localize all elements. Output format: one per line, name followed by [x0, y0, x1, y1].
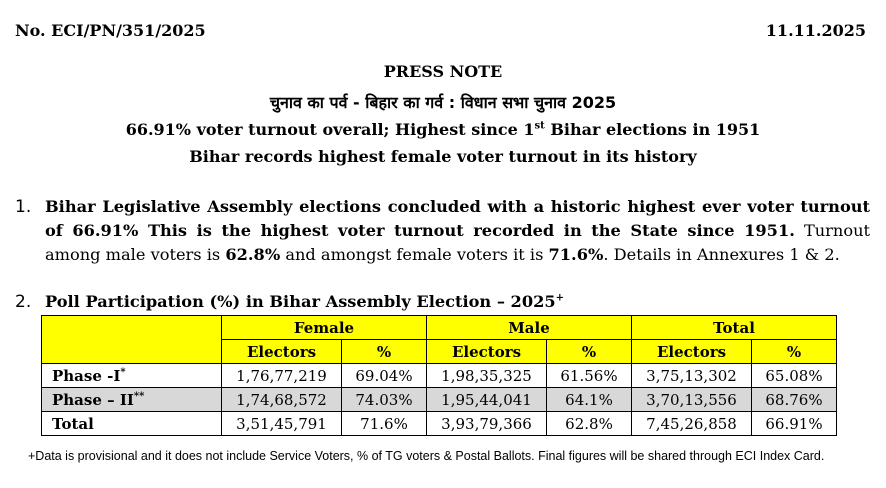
- footnote: +Data is provisional and it does not inc…: [28, 449, 825, 463]
- electors-subheader: Electors: [426, 339, 547, 364]
- poll-participation-table: Female Male Total Electors % Electors % …: [41, 315, 837, 436]
- headline-ordinal: st: [534, 120, 545, 132]
- item1-text-2: and amongst female voters it is: [280, 245, 549, 264]
- table-cell: 7,45,26,858: [631, 411, 752, 436]
- list-item-1: 1. Bihar Legislative Assembly elections …: [15, 195, 870, 267]
- table-corner-cell: [41, 315, 222, 364]
- female-turnout: 71.6%: [548, 245, 604, 264]
- table-cell: 1,74,68,572: [221, 387, 342, 412]
- table-cell: 3,93,79,366: [426, 411, 547, 436]
- table-heading-text: Poll Participation (%) in Bihar Assembly…: [45, 292, 556, 311]
- table-cell: 68.76%: [751, 387, 837, 412]
- male-header: Male: [426, 315, 632, 340]
- row-label-marker: *: [120, 366, 126, 378]
- total-header: Total: [631, 315, 837, 340]
- hindi-subtitle: चुनाव का पर्व - बिहार का गर्व : विधान सभ…: [269, 93, 617, 112]
- row-label-text: Total: [52, 414, 94, 433]
- table-cell: 66.91%: [751, 411, 837, 436]
- table-row: Total 3,51,45,791 71.6% 3,93,79,366 62.8…: [41, 411, 837, 436]
- table-cell: 3,51,45,791: [221, 411, 342, 436]
- table-cell: 1,98,35,325: [426, 363, 547, 388]
- headline-turnout-tail: Bihar elections in 1951: [544, 120, 761, 139]
- page-title: PRESS NOTE: [383, 62, 503, 81]
- row-label: Phase -I*: [41, 363, 222, 388]
- list-item-2: 2. Poll Participation (%) in Bihar Assem…: [15, 290, 870, 314]
- table-heading-marker: +: [555, 292, 564, 304]
- percent-subheader: %: [546, 339, 632, 364]
- table-cell: 3,70,13,556: [631, 387, 752, 412]
- table-cell: 61.56%: [546, 363, 632, 388]
- press-note-number: No. ECI/PN/351/2025: [15, 21, 206, 40]
- item1-bold-text: Bihar Legislative Assembly elections con…: [45, 197, 870, 240]
- table-cell: 3,75,13,302: [631, 363, 752, 388]
- male-turnout: 62.8%: [225, 245, 281, 264]
- row-label-text: Phase – II: [52, 390, 134, 409]
- table-cell: 1,76,77,219: [221, 363, 342, 388]
- table-cell: 65.08%: [751, 363, 837, 388]
- headline-turnout: 66.91% voter turnout overall; Highest si…: [0, 120, 886, 139]
- row-label-text: Phase -I: [52, 366, 121, 385]
- list-item-number: 2.: [15, 292, 32, 312]
- row-label-marker: **: [133, 390, 145, 402]
- item1-text-1: Turnout among male voters is: [45, 221, 871, 264]
- table-heading: Poll Participation (%) in Bihar Assembly…: [45, 290, 870, 314]
- electors-subheader: Electors: [631, 339, 752, 364]
- table-cell: 69.04%: [341, 363, 427, 388]
- list-item-text: Bihar Legislative Assembly elections con…: [45, 195, 870, 267]
- percent-subheader: %: [341, 339, 427, 364]
- table-row: Phase – II** 1,74,68,572 74.03% 1,95,44,…: [41, 387, 837, 412]
- press-note-date: 11.11.2025: [765, 21, 866, 40]
- table-cell: 71.6%: [341, 411, 427, 436]
- electors-subheader: Electors: [221, 339, 342, 364]
- list-item-number: 1.: [15, 197, 32, 217]
- table-cell: 1,95,44,041: [426, 387, 547, 412]
- table-row: Phase -I* 1,76,77,219 69.04% 1,98,35,325…: [41, 363, 837, 388]
- table-cell: 62.8%: [546, 411, 632, 436]
- row-label: Total: [41, 411, 222, 436]
- percent-subheader: %: [751, 339, 837, 364]
- table-cell: 64.1%: [546, 387, 632, 412]
- table-cell: 74.03%: [341, 387, 427, 412]
- female-header: Female: [221, 315, 427, 340]
- headline-female: Bihar records highest female voter turno…: [189, 147, 697, 166]
- item1-text-3: . Details in Annexures 1 & 2.: [603, 245, 840, 264]
- row-label: Phase – II**: [41, 387, 222, 412]
- headline-turnout-text: 66.91% voter turnout overall; Highest si…: [125, 120, 535, 139]
